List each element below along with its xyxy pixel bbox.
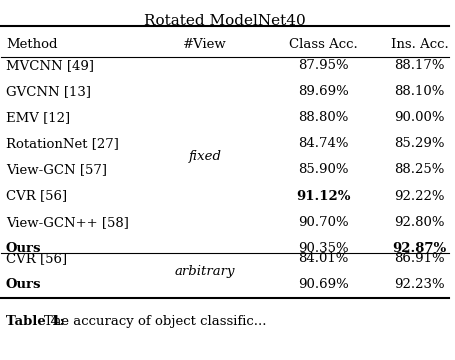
Text: CVR [56]: CVR [56] (6, 252, 67, 265)
Text: Rotated ModelNet40: Rotated ModelNet40 (144, 14, 305, 28)
Text: 92.23%: 92.23% (394, 278, 444, 291)
Text: Class Acc.: Class Acc. (288, 39, 357, 51)
Text: 90.00%: 90.00% (394, 111, 444, 124)
Text: 90.69%: 90.69% (298, 278, 348, 291)
Text: 88.17%: 88.17% (394, 59, 444, 72)
Text: 88.10%: 88.10% (394, 85, 444, 98)
Text: 92.80%: 92.80% (394, 216, 444, 229)
Text: Method: Method (6, 39, 57, 51)
Text: 92.22%: 92.22% (394, 190, 444, 203)
Text: View-GCN [57]: View-GCN [57] (6, 163, 106, 176)
Text: 84.01%: 84.01% (298, 252, 348, 265)
Text: 85.90%: 85.90% (298, 163, 348, 176)
Text: 87.95%: 87.95% (298, 59, 348, 72)
Text: GVCNN [13]: GVCNN [13] (6, 85, 91, 98)
Text: 92.87%: 92.87% (392, 242, 446, 255)
Text: Ins. Acc.: Ins. Acc. (390, 39, 448, 51)
Text: EMV [12]: EMV [12] (6, 111, 70, 124)
Text: 88.25%: 88.25% (394, 163, 444, 176)
Text: 89.69%: 89.69% (298, 85, 348, 98)
Text: MVCNN [49]: MVCNN [49] (6, 59, 94, 72)
Text: RotationNet [27]: RotationNet [27] (6, 138, 118, 150)
Text: Ours: Ours (6, 242, 41, 255)
Text: 86.91%: 86.91% (394, 252, 444, 265)
Text: The accuracy of object classific...: The accuracy of object classific... (44, 315, 266, 328)
Text: CVR [56]: CVR [56] (6, 190, 67, 203)
Text: fixed: fixed (188, 150, 221, 163)
Text: 90.35%: 90.35% (298, 242, 348, 255)
Text: #View: #View (182, 39, 226, 51)
Text: 85.29%: 85.29% (394, 138, 444, 150)
Text: 91.12%: 91.12% (296, 190, 350, 203)
Text: View-GCN++ [58]: View-GCN++ [58] (6, 216, 128, 229)
Text: 84.74%: 84.74% (298, 138, 348, 150)
Text: Ours: Ours (6, 278, 41, 291)
Text: Table 4:: Table 4: (6, 315, 64, 328)
Text: 90.70%: 90.70% (298, 216, 348, 229)
Text: 88.80%: 88.80% (298, 111, 348, 124)
Text: arbitrary: arbitrary (174, 265, 235, 278)
